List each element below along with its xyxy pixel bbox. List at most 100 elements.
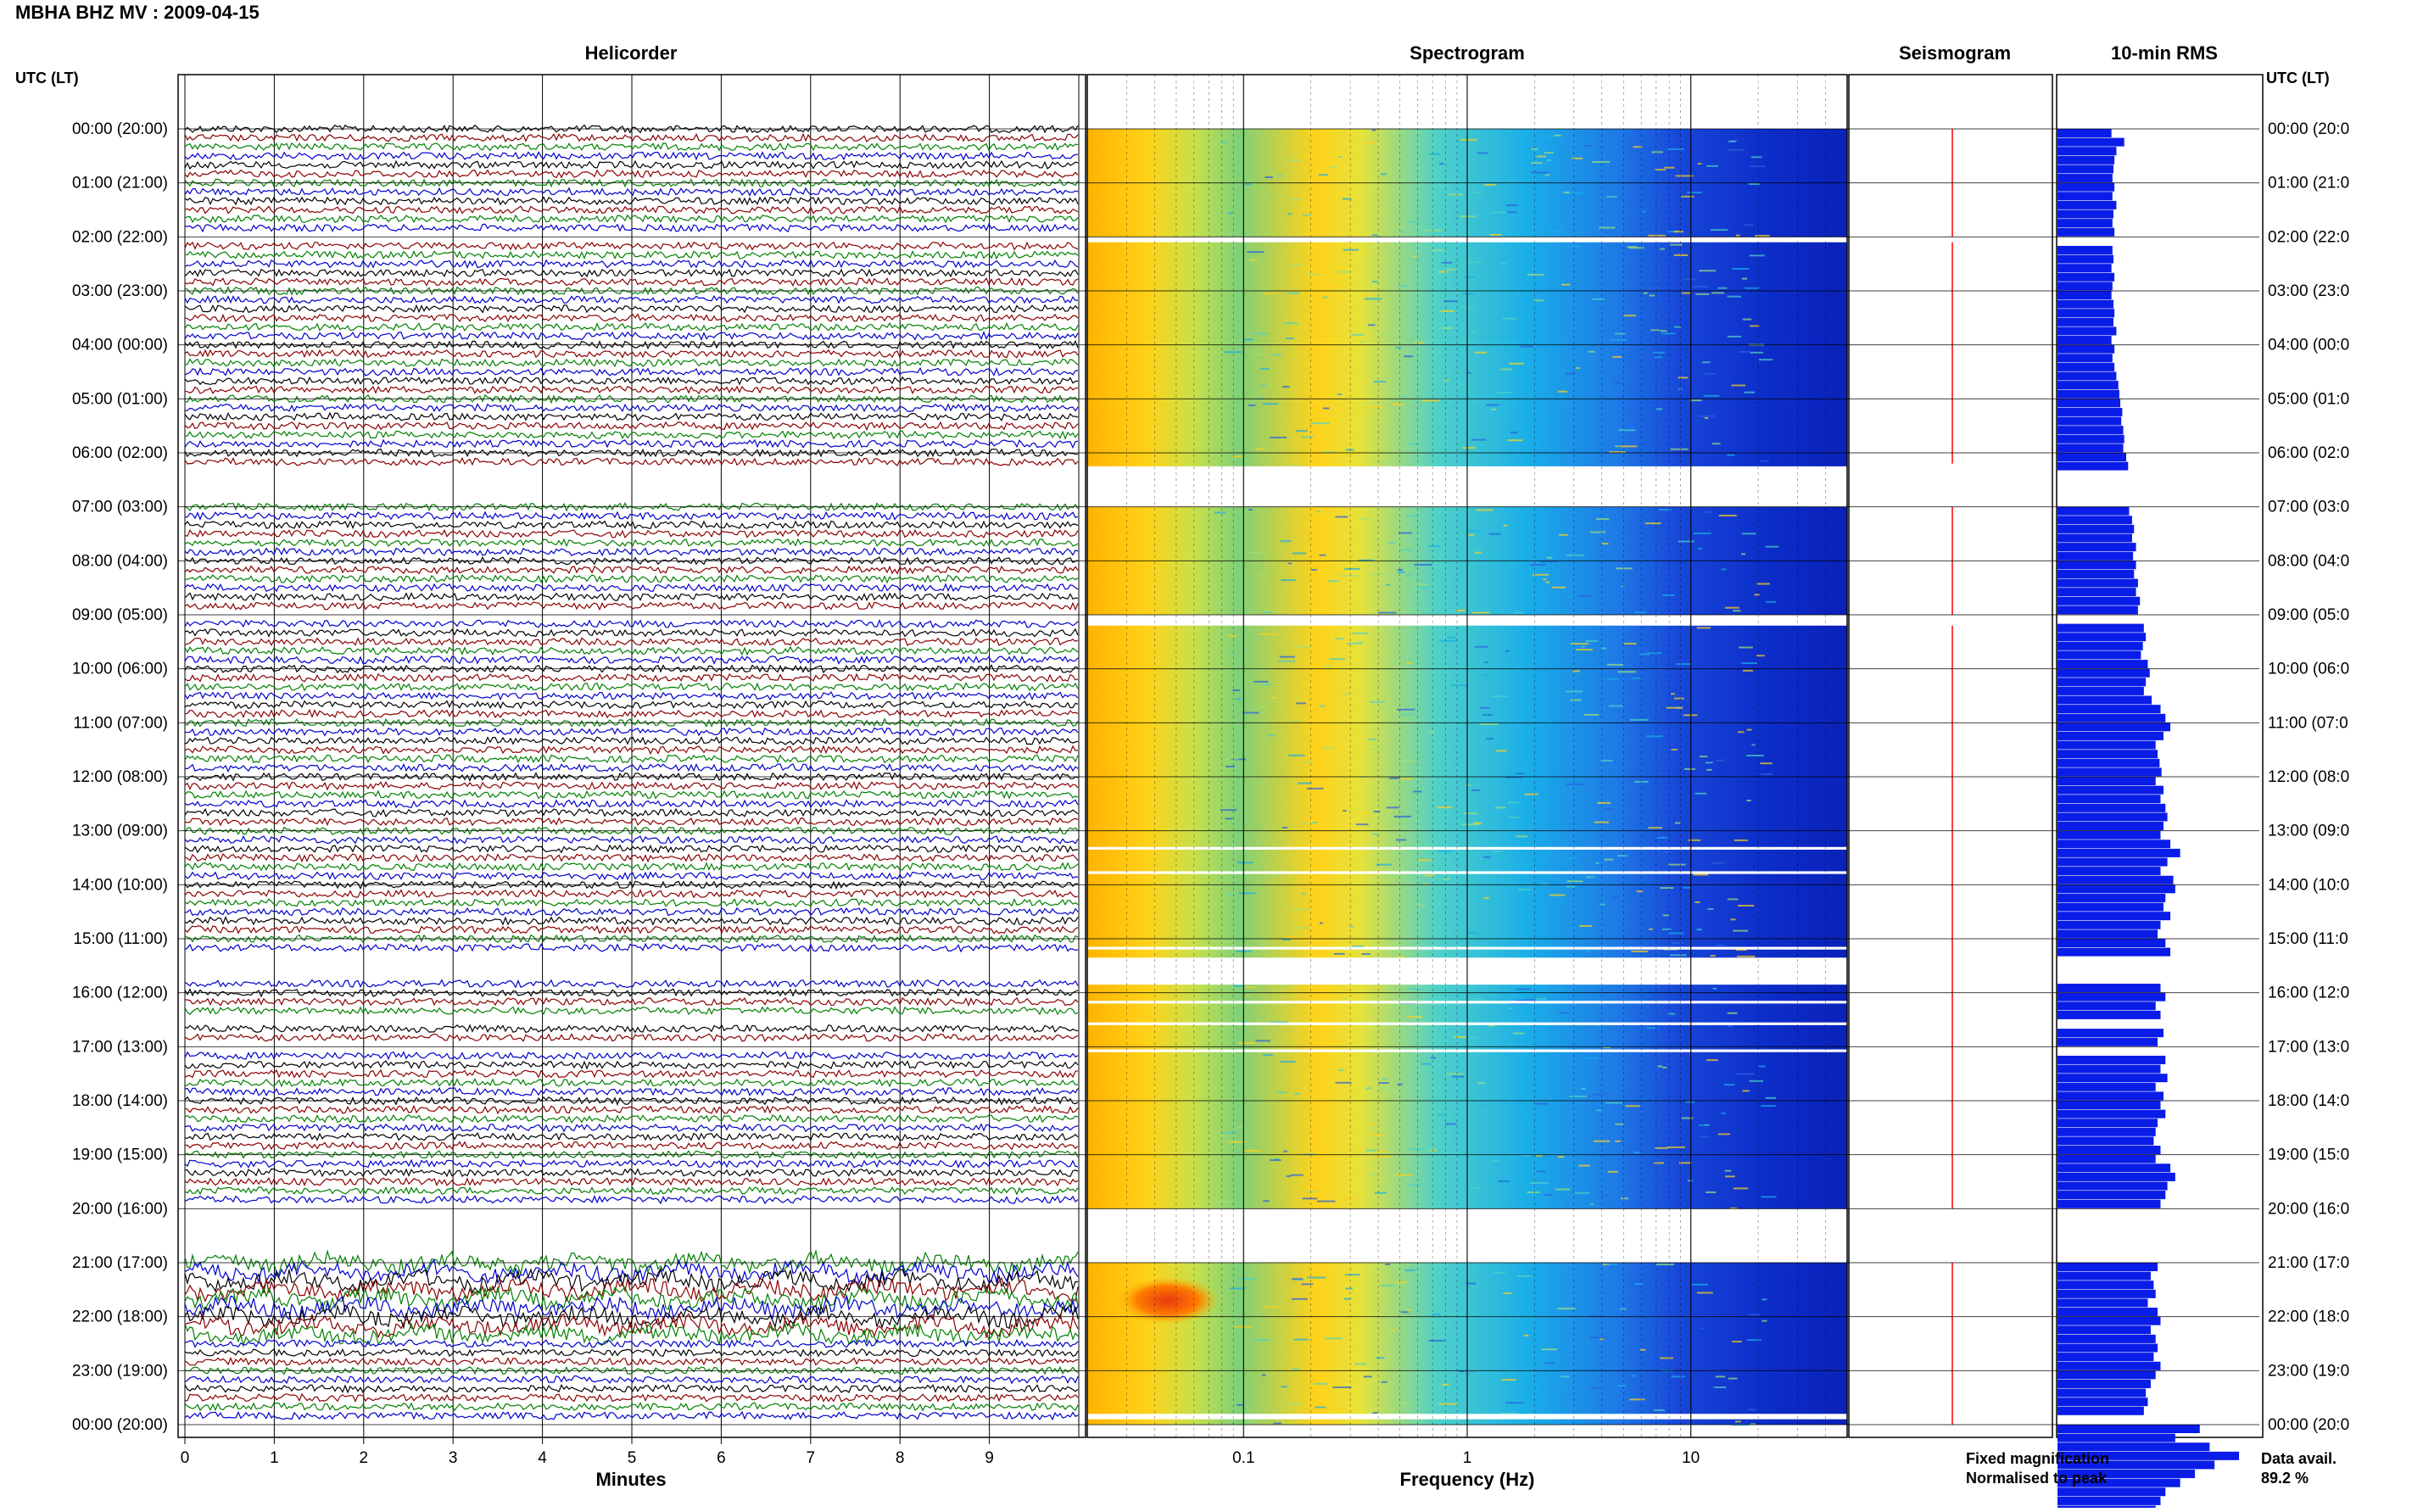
spectrogram-noise	[1606, 678, 1619, 680]
spectrogram-noise	[1639, 653, 1650, 656]
spectrogram-noise	[1473, 822, 1482, 824]
helicorder-trace	[184, 664, 1079, 674]
spectrogram-noise	[1711, 862, 1725, 864]
spectrogram-noise	[1710, 229, 1728, 232]
rms-bar	[2057, 399, 2121, 408]
rms-bar	[2057, 1496, 2161, 1505]
spectrogram-noise	[1326, 1148, 1331, 1151]
minute-tick-label: 2	[360, 1449, 369, 1467]
rms-bar	[2057, 1470, 2195, 1479]
spectrogram-noise	[1474, 645, 1488, 648]
spectrogram-noise	[1728, 1025, 1734, 1028]
spectrogram-noise	[1270, 1159, 1281, 1162]
helicorder-trace	[184, 1357, 1079, 1366]
spectrogram-panel	[1086, 74, 1848, 1438]
rms-bar	[2057, 678, 2147, 687]
spectrogram-noise	[1531, 148, 1538, 150]
helicorder-trace	[184, 313, 1079, 323]
spectrogram-noise	[1590, 1386, 1600, 1389]
spectrogram-noise	[1683, 714, 1698, 717]
spectrogram-noise	[1733, 610, 1741, 612]
hour-label-right: 18:00 (14:0	[2268, 1092, 2349, 1110]
helicorder-trace	[184, 538, 1079, 548]
spectrogram-noise	[1253, 680, 1269, 683]
spectrogram-noise	[1608, 705, 1623, 707]
spectrogram-noise	[1712, 987, 1717, 990]
spectrogram-noise	[1245, 986, 1257, 989]
spectrogram-noise	[1462, 447, 1476, 449]
spectrogram-noise	[1681, 292, 1692, 294]
spectrogram-noise	[1516, 1275, 1533, 1277]
spectrogram-noise	[1279, 656, 1295, 658]
spectrogram-noise	[1520, 345, 1533, 348]
spectrogram-noise	[1417, 859, 1432, 862]
spectrogram-noise	[1262, 403, 1279, 405]
helicorder-trace	[184, 520, 1079, 530]
spectrogram-noise	[1765, 545, 1779, 548]
spectrogram-noise	[1371, 987, 1381, 990]
spectrogram-noise	[1471, 789, 1481, 791]
spectrogram-noise	[1217, 1201, 1231, 1203]
spectrogram-noise	[1466, 371, 1471, 374]
spectrogram-noise	[1425, 229, 1443, 232]
rms-bar	[2057, 830, 2161, 840]
spectrogram-noise	[1394, 1280, 1407, 1283]
spectrogram-noise	[1584, 145, 1592, 148]
spectrogram-noise	[1762, 1298, 1767, 1301]
rms-bar	[2057, 291, 2112, 300]
helicorder-trace	[184, 1267, 1079, 1294]
rms-bar	[2057, 992, 2166, 1001]
spectrogram-noise	[1432, 249, 1445, 252]
spectrogram-noise	[1736, 955, 1756, 957]
spectrogram-noise	[1220, 141, 1228, 143]
helicorder-trace	[184, 295, 1079, 304]
spectrogram-noise	[1568, 596, 1573, 599]
spectrogram-noise	[1675, 822, 1681, 824]
hour-label-right: 11:00 (07:0	[2268, 714, 2348, 732]
rms-bar	[2057, 1010, 2161, 1019]
spectrogram-noise	[1737, 904, 1755, 907]
spectrogram-noise	[1728, 140, 1736, 142]
helicorder-trace	[184, 1086, 1079, 1097]
spectrogram-noise	[1347, 642, 1363, 644]
spectrogram-noise	[1523, 1334, 1529, 1336]
spectrogram-noise	[1242, 711, 1259, 714]
frequency-axis-title: Frequency (Hz)	[1400, 1469, 1535, 1490]
spectrogram-noise	[1337, 271, 1352, 273]
spectrogram-noise	[1462, 293, 1476, 295]
hour-label-left: 05:00 (01:00)	[72, 390, 168, 408]
spectrogram-noise	[1282, 386, 1290, 388]
spectrogram-noise	[1413, 583, 1428, 585]
helicorder-trace	[184, 889, 1079, 899]
rms-bar	[2057, 723, 2171, 732]
spectrogram-noise	[1643, 292, 1648, 294]
spectrogram-noise	[1380, 334, 1399, 337]
spectrogram-noise	[1259, 943, 1267, 946]
spectrogram-title: Spectrogram	[1410, 42, 1525, 64]
spectrogram-noise	[1262, 611, 1273, 614]
rms-bar	[2057, 227, 2115, 237]
spectrogram-noise	[1378, 1082, 1389, 1085]
spectrogram-noise	[1681, 1117, 1694, 1119]
hour-label-right: 15:00 (11:0	[2268, 930, 2348, 948]
hour-label-left: 13:00 (09:00)	[72, 823, 168, 840]
spectrogram-noise	[1634, 611, 1646, 614]
spectrogram-noise	[1484, 183, 1496, 186]
spectrogram-noise	[1535, 1102, 1549, 1105]
spectrogram-noise	[1214, 511, 1226, 514]
spectrogram-noise	[1563, 191, 1570, 193]
rms-bar	[2057, 1442, 2210, 1452]
spectrogram-noise	[1522, 999, 1536, 1001]
helicorder-trace	[184, 511, 1079, 521]
spectrogram-noise	[1597, 801, 1611, 804]
rms-bar	[2057, 1074, 2168, 1083]
spectrogram-noise	[1730, 918, 1736, 921]
spectrogram-noise	[1557, 1308, 1576, 1310]
spectrogram-noise	[1761, 773, 1773, 776]
spectrogram-noise	[1706, 768, 1712, 771]
spectrogram-noise	[1482, 1111, 1488, 1113]
spectrogram-noise	[1605, 1102, 1622, 1104]
spectrogram-noise	[1400, 1311, 1409, 1314]
hour-label-right: 10:00 (06:0	[2268, 661, 2349, 678]
minute-tick-label: 6	[717, 1449, 726, 1467]
